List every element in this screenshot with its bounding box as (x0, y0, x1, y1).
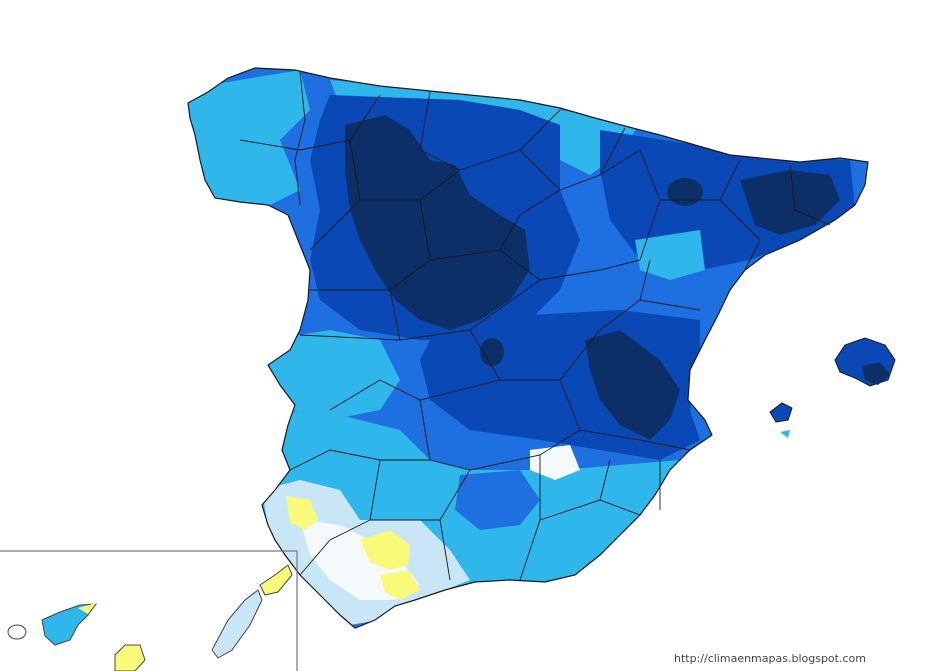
border-line (499, 249, 641, 281)
island-lanzarote (259, 564, 293, 596)
precipitation-zone-levante-dark (585, 330, 680, 440)
precipitation-zone-yellow (380, 570, 420, 600)
island-mallorca-dark (862, 362, 890, 385)
mainland (188, 68, 868, 628)
border-line (329, 379, 501, 411)
border-line (439, 519, 451, 581)
precipitation-zone-ebro (600, 130, 855, 270)
precipitation-spot-dark (480, 338, 504, 366)
coastline (187, 67, 869, 629)
province-borders (239, 71, 831, 581)
map-credit: http://climaenmapas.blogspot.com (674, 652, 866, 665)
canary-islands-inset (0, 550, 298, 671)
border-line (599, 459, 611, 501)
precipitation-spot-dark (667, 178, 703, 206)
balearic-islands (769, 337, 896, 438)
border-line (299, 459, 381, 576)
inset-frame (0, 550, 298, 671)
island-tenerife (41, 603, 98, 646)
precipitation-zone-extremadura-light (268, 330, 400, 420)
precipitation-zone-aragon-light (635, 230, 705, 280)
island-gran-canaria (114, 644, 146, 671)
island-tenerife-yellow (78, 603, 96, 614)
border-line (294, 71, 306, 206)
border-line (789, 164, 831, 226)
border-line (310, 199, 431, 291)
border-line (519, 127, 626, 191)
border-line (469, 299, 701, 381)
border-line (719, 199, 761, 271)
precipitation-zone-yellow (286, 496, 318, 530)
precipitation-zone-galicia-light (188, 70, 310, 210)
border-line (239, 139, 301, 151)
island-formentera (780, 430, 790, 438)
border-line (639, 259, 651, 301)
border-line (599, 149, 661, 261)
border-line (289, 449, 430, 471)
island-fuerteventura (211, 589, 263, 659)
island-ibiza (769, 402, 793, 423)
precipitation-zone-yellow (360, 530, 410, 570)
precipitation-zone-meseta-dark (345, 115, 530, 330)
border-line (429, 189, 561, 261)
precipitation-zone-andalusia-medium (455, 470, 540, 530)
island-la-palma (7, 624, 27, 640)
border-line (559, 379, 691, 451)
